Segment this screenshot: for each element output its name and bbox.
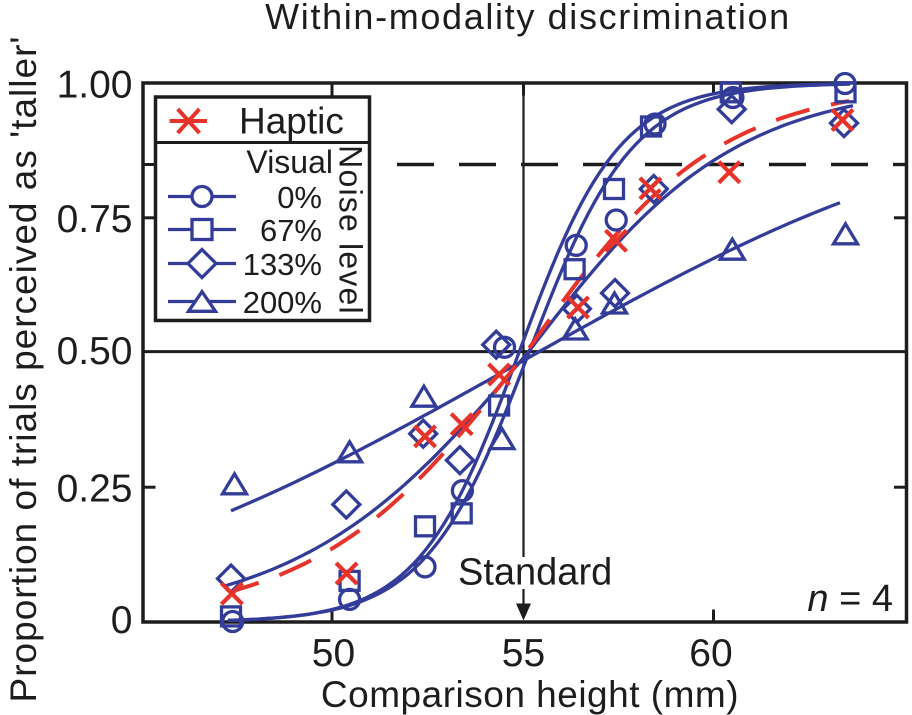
svg-text:67%: 67% [260, 213, 322, 248]
svg-text:1.00: 1.00 [57, 63, 133, 106]
svg-text:0: 0 [111, 599, 133, 642]
svg-text:Proportion of trials perceived: Proportion of trials perceived as 'talle… [3, 36, 44, 703]
svg-text:Noise level: Noise level [333, 145, 369, 315]
svg-text:0.75: 0.75 [57, 198, 133, 241]
svg-text:0%: 0% [277, 180, 322, 215]
svg-text:60: 60 [689, 632, 732, 675]
svg-text:0.50: 0.50 [57, 330, 133, 373]
svg-text:50: 50 [312, 632, 355, 675]
svg-text:200%: 200% [243, 285, 322, 320]
svg-text:0.25: 0.25 [57, 468, 133, 511]
svg-text:Comparison height (mm): Comparison height (mm) [321, 674, 739, 715]
svg-text:55: 55 [502, 632, 545, 675]
svg-text:n = 4: n = 4 [807, 578, 893, 620]
svg-text:Within-modality discrimination: Within-modality discrimination [265, 0, 791, 37]
svg-text:Haptic: Haptic [239, 101, 344, 142]
svg-text:Standard: Standard [458, 552, 612, 594]
svg-text:Visual: Visual [246, 144, 333, 180]
svg-text:133%: 133% [243, 247, 322, 282]
